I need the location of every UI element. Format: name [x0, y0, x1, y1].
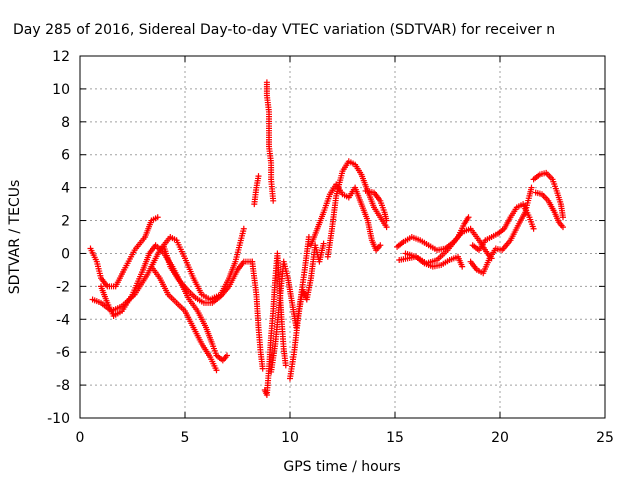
grid — [80, 56, 605, 418]
data-point — [240, 225, 247, 232]
series-track-14 — [362, 187, 390, 224]
plot-frame — [79, 55, 606, 419]
series-track-6 — [249, 258, 266, 372]
series-track-21 — [532, 189, 566, 231]
series-track-8 — [263, 79, 277, 204]
data-point — [530, 225, 537, 232]
series-track-2 — [89, 225, 247, 315]
data-point — [465, 214, 472, 221]
data-point — [320, 240, 327, 247]
data-points — [87, 79, 566, 398]
y-tick-label: -4 — [56, 312, 70, 328]
y-tick-label: 10 — [52, 82, 70, 98]
data-point — [213, 367, 220, 374]
data-point — [383, 224, 390, 231]
y-tick-label: 6 — [61, 148, 70, 164]
data-point — [377, 242, 384, 249]
series-track-17 — [402, 214, 472, 267]
series-track-13 — [324, 158, 390, 260]
data-point — [528, 184, 535, 191]
y-tick-label: 2 — [61, 214, 70, 230]
y-tick-label: 12 — [52, 49, 70, 65]
data-point — [270, 197, 277, 204]
series-track-11 — [287, 240, 327, 382]
series-track-7 — [251, 173, 262, 208]
data-point — [282, 362, 289, 369]
data-point — [259, 365, 266, 372]
series-track-5 — [161, 243, 256, 306]
y-tick-label: 0 — [61, 246, 70, 262]
data-point — [305, 234, 312, 240]
y-tick-label: -2 — [56, 279, 70, 295]
series-track-20 — [530, 169, 566, 221]
series-track-1 — [87, 214, 161, 290]
data-point — [459, 263, 466, 270]
y-tick-label: 4 — [61, 181, 70, 197]
y-tick-label: -8 — [56, 378, 70, 394]
data-point — [560, 214, 566, 221]
axis-ticks: 0 5 10 15 20 25 -10 -8 -6 -4 -2 0 2 4 6 8 10 12 — [47, 49, 614, 446]
chart-title: Day 285 of 2016, Sidereal Day-to-day VTE… — [13, 22, 555, 38]
series-track-19 — [469, 201, 537, 254]
series-track-3 — [98, 242, 230, 364]
y-tick-label: 8 — [61, 115, 70, 131]
y-tick-label: -6 — [56, 345, 70, 361]
x-tick-label: 5 — [181, 430, 190, 446]
x-tick-label: 20 — [491, 430, 509, 446]
y-tick-label: -10 — [47, 411, 70, 427]
x-tick-label: 10 — [281, 430, 299, 446]
series-track-4 — [148, 263, 220, 374]
series-track-18 — [467, 184, 535, 277]
data-point — [383, 217, 390, 224]
x-tick-label: 15 — [386, 430, 404, 446]
data-point — [255, 173, 262, 180]
y-axis-label: SDTVAR / TECUs — [7, 180, 23, 295]
x-tick-label: 0 — [76, 430, 85, 446]
x-axis-label: GPS time / hours — [283, 459, 400, 475]
data-point — [224, 352, 230, 359]
data-point — [154, 214, 161, 221]
data-point — [560, 224, 566, 231]
x-tick-label: 25 — [596, 430, 614, 446]
series-track-12 — [308, 181, 384, 254]
